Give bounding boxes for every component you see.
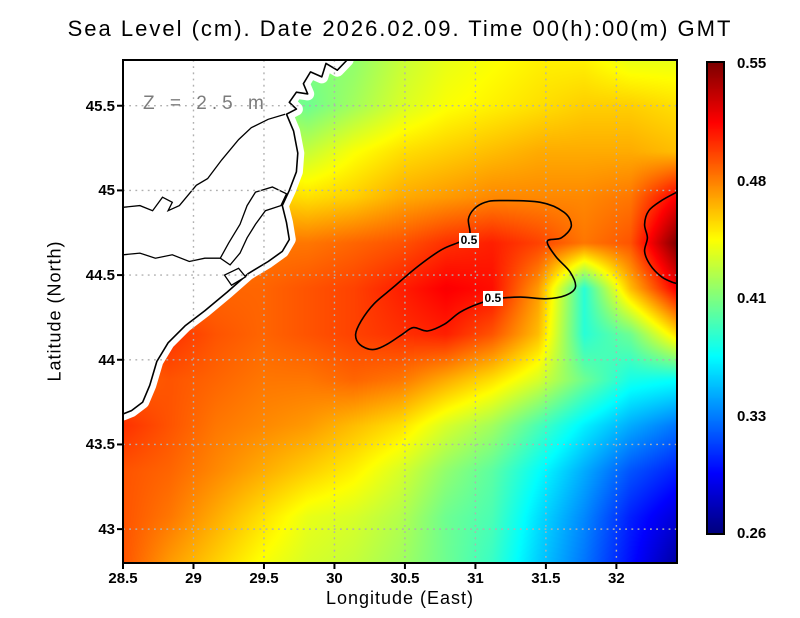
danube-delta-edge (122, 113, 286, 213)
contour-line (354, 199, 577, 351)
y-tick-label: 43.5 (85, 436, 115, 454)
contour-label: 0.5 (458, 233, 480, 249)
y-tick-label: 44 (98, 351, 115, 369)
lagoon-outline-small (223, 267, 247, 287)
y-axis-label: Latitude (North) (44, 240, 65, 382)
contour-line (643, 191, 678, 285)
colorbar-tick-label: 0.55 (737, 55, 767, 72)
x-tick-label: 29.5 (249, 570, 279, 587)
x-tick-label: 32 (608, 570, 625, 587)
colorbar (706, 61, 725, 535)
y-tick-label: 45.5 (85, 97, 115, 115)
plot-border (122, 59, 678, 564)
lagoon-outline (219, 186, 288, 266)
x-tick-label: 30 (326, 570, 343, 587)
x-tick-label: 31.5 (531, 570, 561, 587)
x-tick-label: 31 (467, 570, 484, 587)
x-tick-label: 28.5 (108, 570, 138, 587)
y-tick-label: 44.5 (85, 267, 115, 285)
x-tick-label: 29 (185, 570, 202, 587)
colorbar-tick-label: 0.41 (737, 290, 767, 307)
y-tick-label: 43 (98, 521, 115, 539)
x-axis-label: Longitude (East) (325, 588, 475, 608)
chart-title: Sea Level (cm). Date 2026.02.09. Time 00… (67, 16, 733, 41)
depth-annotation: Z = 2.5 m (143, 93, 269, 114)
x-tick-label: 30.5 (390, 570, 420, 587)
contour-label: 0.5 (482, 290, 504, 306)
colorbar-tick-label: 0.26 (737, 525, 767, 542)
colorbar-tick-label: 0.48 (737, 172, 767, 190)
colorbar-gradient (708, 63, 723, 533)
danube-branch (122, 252, 221, 263)
colorbar-tick-label: 0.33 (737, 407, 767, 425)
y-tick-label: 45 (98, 182, 115, 200)
